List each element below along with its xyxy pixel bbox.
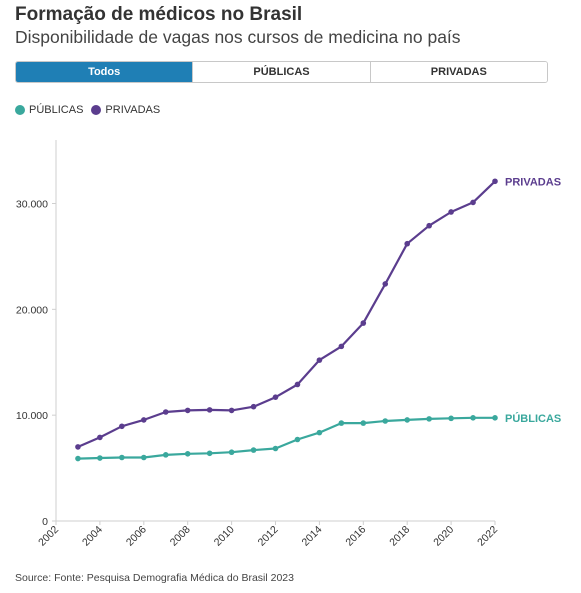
source-note: Source: Fonte: Pesquisa Demografia Médic… bbox=[15, 572, 294, 584]
data-point-publicas bbox=[294, 436, 301, 443]
data-point-privadas bbox=[206, 407, 213, 413]
data-point-privadas bbox=[360, 320, 367, 326]
data-point-publicas bbox=[470, 415, 476, 421]
x-tick-label: 2014 bbox=[300, 524, 325, 549]
data-point-privadas bbox=[228, 407, 235, 414]
data-point-privadas bbox=[119, 423, 125, 430]
data-point-publicas bbox=[272, 445, 279, 452]
data-point-publicas bbox=[97, 455, 103, 461]
legend-swatch-publicas bbox=[15, 105, 25, 115]
data-point-publicas bbox=[141, 454, 147, 461]
data-point-privadas bbox=[250, 403, 257, 410]
x-tick-label: 2004 bbox=[80, 524, 105, 549]
chart-title: Formação de médicos no Brasil bbox=[15, 4, 303, 25]
x-tick-label: 2018 bbox=[387, 524, 412, 549]
data-point-privadas bbox=[272, 394, 279, 400]
x-tick-label: 2008 bbox=[168, 524, 193, 549]
data-point-privadas bbox=[316, 357, 323, 363]
data-point-privadas bbox=[97, 434, 103, 441]
series-line-privadas bbox=[77, 180, 496, 448]
data-point-publicas bbox=[250, 447, 257, 453]
data-point-privadas bbox=[162, 409, 169, 415]
end-label-privadas: PRIVADAS bbox=[505, 176, 561, 188]
x-tick-label: 2012 bbox=[256, 524, 281, 549]
data-point-privadas bbox=[75, 444, 81, 450]
data-point-privadas bbox=[426, 222, 432, 229]
data-point-privadas bbox=[492, 178, 498, 185]
y-tick-label: 10.000 bbox=[16, 410, 48, 422]
data-point-publicas bbox=[338, 420, 345, 426]
y-tick-label: 30.000 bbox=[16, 199, 48, 211]
legend-swatch-privadas bbox=[91, 105, 102, 115]
x-tick-label: 2022 bbox=[475, 524, 500, 549]
data-point-publicas bbox=[184, 450, 191, 457]
data-point-privadas bbox=[404, 240, 411, 247]
data-point-privadas bbox=[141, 417, 147, 423]
data-point-privadas bbox=[184, 407, 191, 414]
end-label-publicas: PÚBLICAS bbox=[505, 412, 561, 425]
data-point-publicas bbox=[119, 454, 125, 461]
data-point-privadas bbox=[448, 209, 454, 215]
legend-label-privadas: PRIVADAS bbox=[105, 104, 161, 116]
tab-todos[interactable]: Todos bbox=[16, 62, 193, 82]
data-point-publicas bbox=[382, 418, 389, 424]
x-tick-label: 2006 bbox=[124, 524, 149, 549]
data-point-privadas bbox=[294, 381, 301, 388]
legend-item-publicas[interactable]: PÚBLICAS bbox=[15, 104, 83, 116]
filter-tabs: Todos PÚBLICAS PRIVADAS bbox=[15, 61, 548, 83]
data-point-privadas bbox=[382, 281, 389, 287]
data-point-publicas bbox=[360, 420, 367, 426]
legend-label-publicas: PÚBLICAS bbox=[29, 104, 84, 116]
chart-subtitle: Disponibilidade de vagas nos cursos de m… bbox=[15, 27, 461, 47]
x-tick-label: 2002 bbox=[36, 524, 61, 549]
data-point-publicas bbox=[75, 455, 81, 462]
data-point-publicas bbox=[492, 415, 498, 421]
data-point-publicas bbox=[206, 450, 213, 457]
data-point-publicas bbox=[228, 449, 235, 456]
data-point-privadas bbox=[470, 199, 476, 206]
y-tick-label: 0 bbox=[42, 516, 48, 528]
data-point-publicas bbox=[426, 416, 432, 422]
x-tick-label: 2020 bbox=[431, 524, 456, 549]
series-line-publicas bbox=[77, 416, 495, 460]
x-tick-label: 2010 bbox=[212, 524, 237, 549]
legend-item-privadas[interactable]: PRIVADAS bbox=[91, 104, 160, 116]
y-tick-label: 20.000 bbox=[16, 304, 48, 316]
chart-legend: PÚBLICAS PRIVADAS bbox=[15, 104, 168, 116]
tab-publicas[interactable]: PÚBLICAS bbox=[192, 62, 370, 82]
data-point-publicas bbox=[316, 429, 323, 436]
data-point-publicas bbox=[448, 415, 454, 422]
data-point-privadas bbox=[338, 343, 345, 350]
data-point-publicas bbox=[162, 452, 169, 458]
data-point-publicas bbox=[404, 417, 411, 423]
tab-privadas[interactable]: PRIVADAS bbox=[369, 62, 547, 82]
x-tick-label: 2016 bbox=[343, 524, 368, 549]
